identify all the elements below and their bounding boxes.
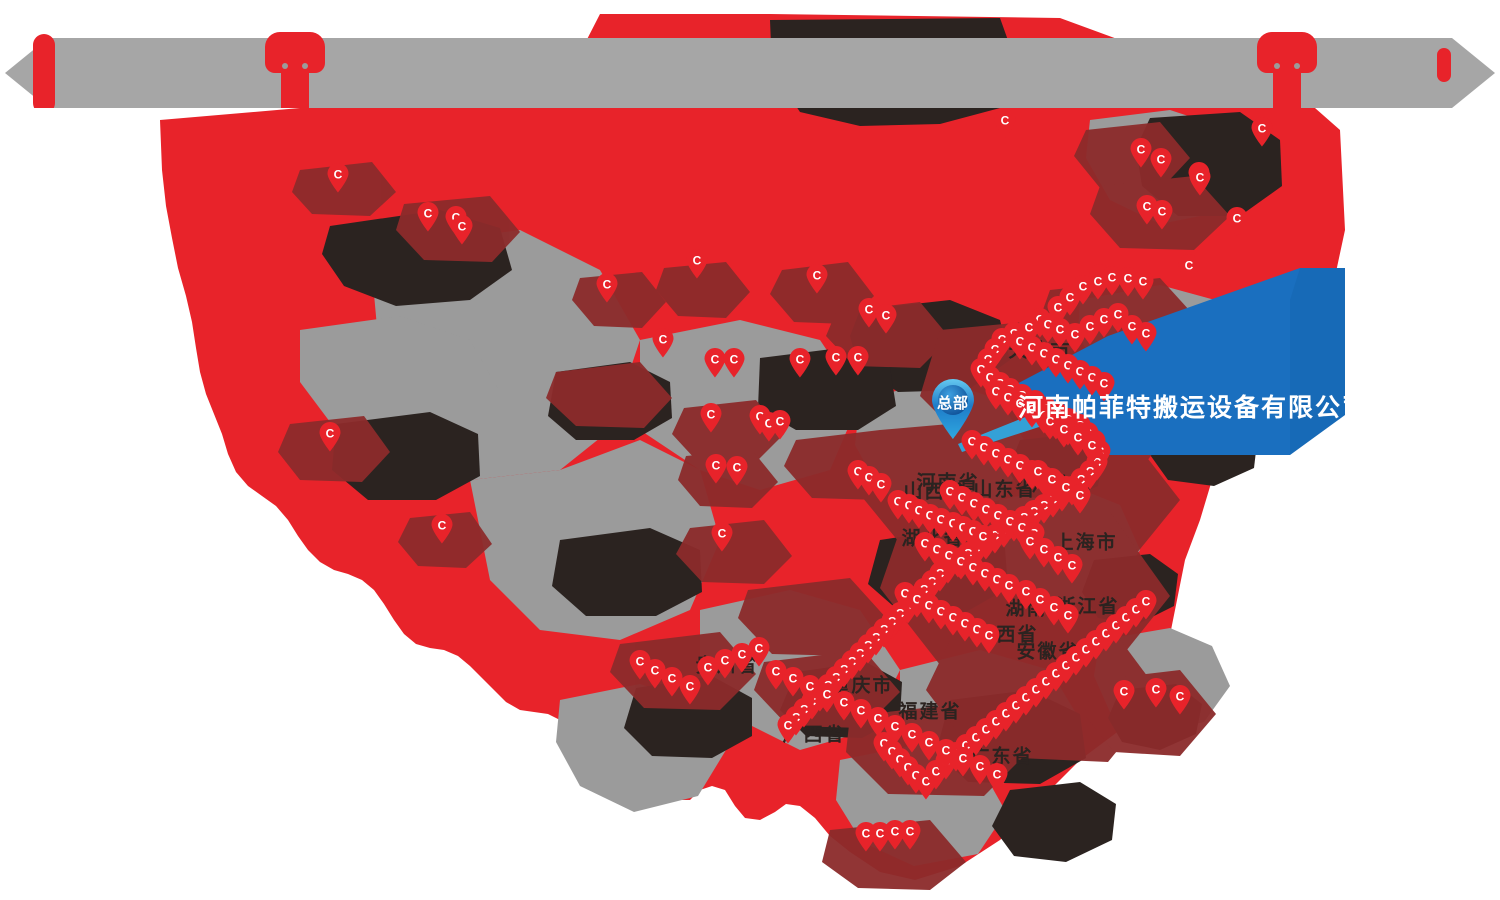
- province-label-chongqing: 重庆市: [830, 675, 894, 697]
- company-name-banner-text: 河南帕菲特搬运设备有限公司: [1018, 394, 1370, 422]
- province-label-hebei: 河北省: [1031, 474, 1095, 496]
- province-label-tianjin: 天津市: [1008, 340, 1072, 362]
- province-label-shanxi: 山西省: [903, 481, 967, 503]
- province-label-anhui: 安徽省: [1016, 641, 1080, 663]
- province-label-hunan: 湖南省: [1005, 598, 1069, 620]
- province-label-hubei: 湖北省: [901, 528, 965, 550]
- marker-right: [1437, 48, 1451, 82]
- marker-mid-left: [265, 32, 325, 73]
- province-label-guangxi: 广西省: [782, 724, 846, 746]
- headquarters-pin[interactable]: 总部: [929, 378, 977, 440]
- marker-left: [33, 34, 55, 108]
- company-banner-shape: [990, 268, 1345, 455]
- province-label-guangdong: 广东省: [970, 746, 1034, 768]
- decorative-arrow-band: [5, 32, 1495, 108]
- marker-mid-left-stem: [281, 63, 309, 108]
- map-pin-icon: [932, 378, 974, 439]
- province-label-shanghai: 上海市: [1054, 532, 1118, 554]
- province-label-shandong: 山东省: [973, 479, 1037, 501]
- marker-mid-right-stem: [1273, 63, 1301, 108]
- marker-mid-right: [1257, 32, 1317, 73]
- province-label-fujian: 福建省: [898, 701, 962, 723]
- province-label-guizhou: 贵州省: [695, 655, 759, 677]
